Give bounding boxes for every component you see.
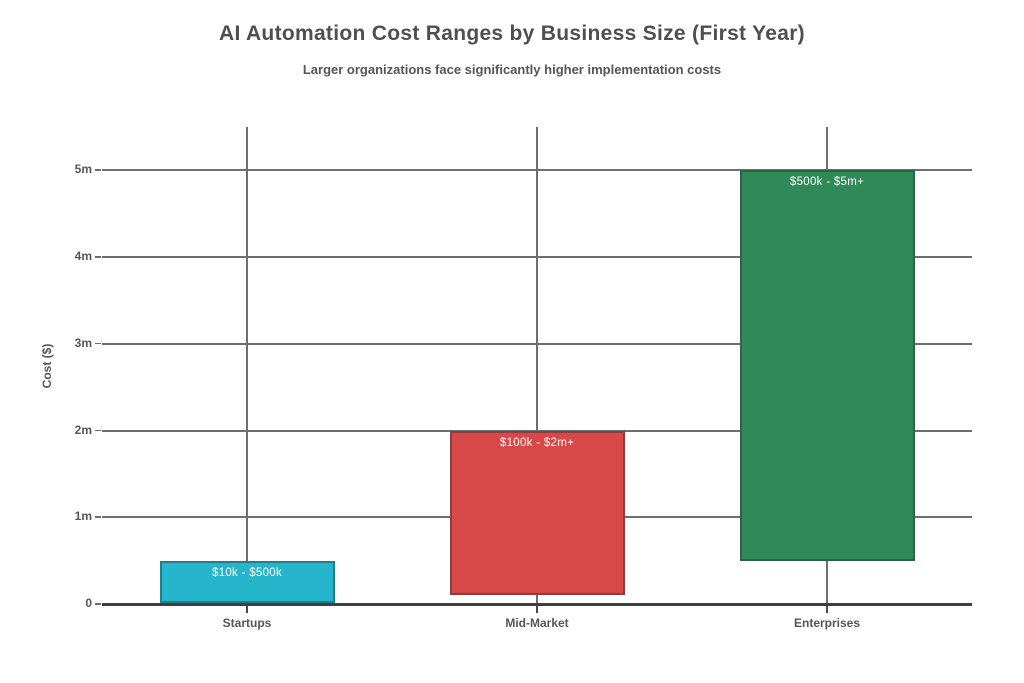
- v-gridline: [246, 127, 248, 604]
- x-tick-mark: [246, 606, 248, 613]
- y-tick-mark: [95, 169, 101, 171]
- y-tick-label: 4m: [74, 249, 92, 264]
- x-tick-mark: [536, 606, 538, 613]
- x-category-label: Startups: [222, 616, 272, 630]
- y-tick-label: 2m: [74, 422, 92, 437]
- y-tick-mark: [95, 429, 101, 432]
- h-gridline: [102, 256, 972, 259]
- chart-title: AI Automation Cost Ranges by Business Si…: [219, 22, 805, 45]
- v-gridline: [536, 127, 538, 604]
- y-tick-label: 1m: [74, 509, 92, 524]
- bar-range-label: $100k - $2m+: [499, 436, 575, 449]
- bar-range-label: $500k - $5m+: [789, 176, 865, 189]
- y-tick-label: 5m: [74, 162, 92, 177]
- y-tick-label: 3m: [74, 335, 92, 350]
- chart-subtitle: Larger organizations face significantly …: [302, 62, 722, 77]
- bar-startups: $10k - $500k: [159, 560, 335, 604]
- h-gridline: [102, 169, 972, 172]
- y-tick-mark: [95, 603, 101, 605]
- y-tick-mark: [95, 342, 101, 345]
- x-category-label: Enterprises: [793, 616, 861, 630]
- x-tick-mark: [826, 606, 828, 613]
- h-gridline: [102, 342, 972, 345]
- x-axis-line: [102, 603, 972, 606]
- y-tick-mark: [95, 516, 101, 518]
- y-tick-label: 0: [85, 596, 92, 610]
- bar-range-label: $10k - $500k: [211, 566, 283, 579]
- bar-enterprises: $500k - $5m+: [739, 170, 915, 561]
- y-tick-mark: [95, 256, 101, 258]
- x-category-label: Mid-Market: [505, 616, 569, 630]
- bar-mid-market: $100k - $2m+: [449, 430, 625, 596]
